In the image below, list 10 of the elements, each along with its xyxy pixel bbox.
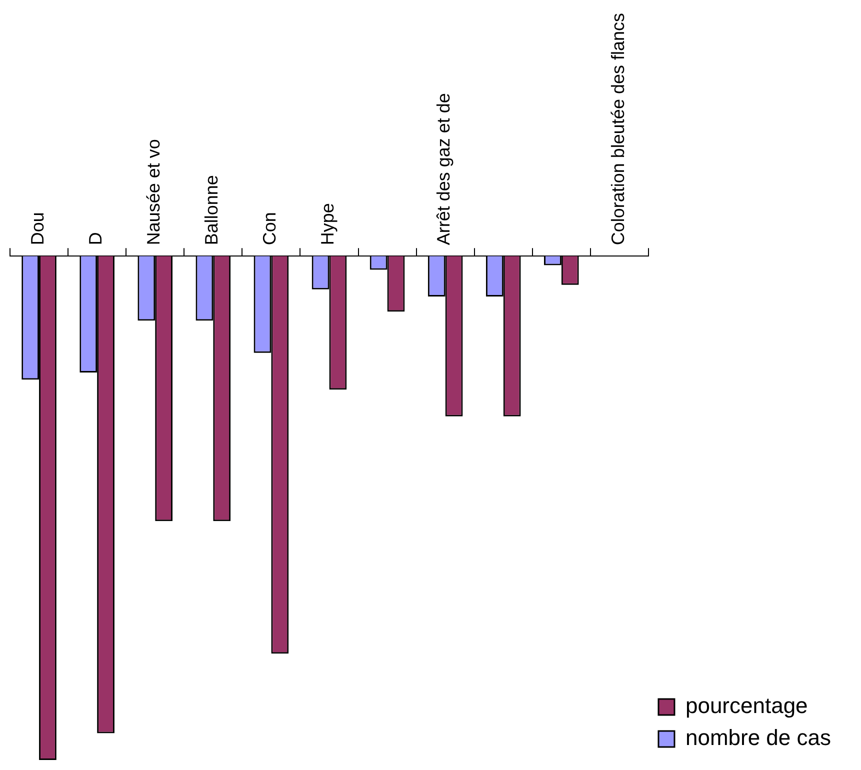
x-tick-label: Hype bbox=[318, 203, 338, 246]
x-tick-label: Nausée et vo bbox=[143, 139, 164, 246]
x-tick-label: D bbox=[85, 232, 106, 246]
legend-label: nombre de cas bbox=[685, 725, 832, 750]
x-tick-label: Arrêt des gaz et de bbox=[434, 93, 454, 246]
x-tick-label: Dou bbox=[27, 212, 48, 246]
x-tick-label: Coloration bleutée des flancs bbox=[608, 12, 628, 246]
x-tick-label: Con bbox=[260, 212, 280, 246]
legend-label: pourcentage bbox=[685, 693, 808, 718]
x-tick-label: Ballonne bbox=[202, 175, 222, 246]
